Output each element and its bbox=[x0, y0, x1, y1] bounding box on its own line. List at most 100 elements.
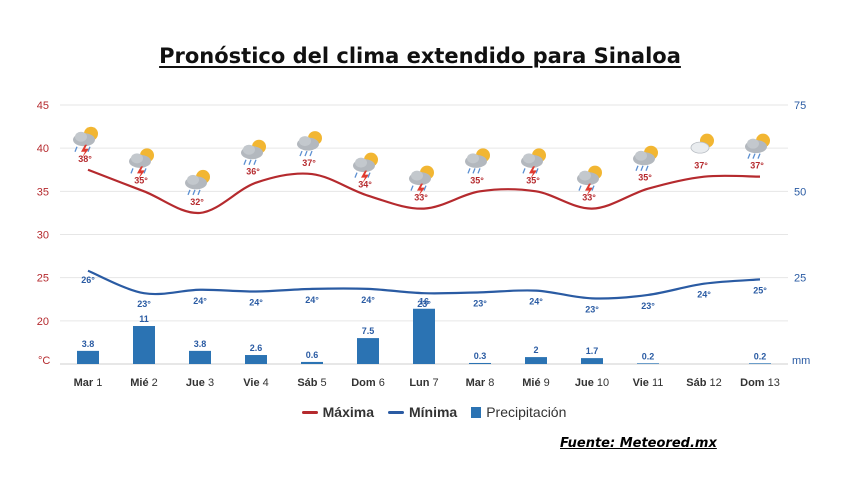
left-tick-label: 35 bbox=[37, 186, 49, 198]
x-tick-num: 12 bbox=[709, 377, 721, 389]
temperature-lines: 38° 35° 32° 36° 37° 34° 33° 35° 35° 33° 35° 37° 37° 2… bbox=[78, 154, 767, 315]
left-tick-label: 30 bbox=[37, 230, 49, 242]
x-tick-label: Dom 6 bbox=[351, 377, 385, 389]
max-temp-label: 36° bbox=[246, 167, 260, 177]
x-tick-label: Lun 7 bbox=[409, 377, 438, 389]
legend-item-min[interactable]: Mínima bbox=[387, 404, 457, 420]
rain-drop bbox=[578, 185, 582, 191]
precip-bar bbox=[637, 363, 659, 364]
rain-drop bbox=[640, 165, 644, 171]
min-temp-label: 23° bbox=[417, 299, 431, 309]
min-temp-label: 23° bbox=[137, 299, 151, 309]
x-tick-num: 11 bbox=[652, 377, 663, 389]
max-temp-label: 33° bbox=[582, 193, 596, 203]
left-tick-label: 25 bbox=[37, 273, 49, 285]
x-axis-labels: Mar 1 Mié 2 Jue 3 Vie 4 Sáb 5 Dom 6 Lun 7 Mar 8… bbox=[74, 377, 780, 389]
lightning-bolt bbox=[585, 183, 593, 197]
rain-drop bbox=[467, 168, 471, 174]
rain-drop bbox=[243, 159, 247, 165]
x-tick-day: Mar bbox=[74, 377, 97, 389]
x-tick-label: Mié 2 bbox=[130, 377, 158, 389]
lightning-bolt bbox=[361, 170, 369, 184]
cloud-top bbox=[75, 131, 87, 142]
x-tick-label: Vie 4 bbox=[243, 377, 269, 389]
rain-drop bbox=[74, 146, 78, 152]
storm-cloud-icon bbox=[409, 165, 434, 197]
legend-item-max[interactable]: Máxima bbox=[301, 404, 374, 420]
storm-cloud-icon bbox=[521, 148, 546, 180]
rain-drop bbox=[309, 150, 313, 157]
x-tick-num: 2 bbox=[152, 377, 158, 389]
rain-drop bbox=[423, 185, 427, 191]
x-tick-num: 8 bbox=[488, 377, 494, 389]
cloud-top bbox=[635, 150, 647, 161]
rain-drop bbox=[192, 189, 196, 196]
lightning-bolt bbox=[137, 166, 145, 180]
rain-drop bbox=[522, 168, 526, 174]
min-temp-line bbox=[87, 269, 761, 300]
rain-drop bbox=[477, 168, 481, 174]
cloud-shape bbox=[690, 141, 710, 154]
max-temp-label: 35° bbox=[470, 175, 484, 185]
x-tick-num: 4 bbox=[263, 377, 269, 389]
min-temp-label: 24° bbox=[305, 295, 319, 305]
rain-drop bbox=[535, 168, 539, 174]
rain-drop bbox=[472, 168, 476, 174]
precip-bar bbox=[133, 326, 155, 364]
precip-bar bbox=[189, 350, 211, 364]
rain-drop bbox=[410, 185, 414, 191]
legend-max-label: Máxima bbox=[322, 404, 374, 420]
max-temp-label: 38° bbox=[78, 154, 92, 164]
x-tick-label: Mar 1 bbox=[74, 377, 103, 389]
legend-item-precip[interactable]: Precipitación bbox=[471, 404, 566, 420]
min-temp-label: 24° bbox=[249, 297, 263, 307]
min-temp-label: 23° bbox=[473, 298, 487, 308]
rain-drop bbox=[304, 150, 308, 157]
max-temp-label: 35° bbox=[526, 175, 540, 185]
precip-label: 0.6 bbox=[306, 350, 319, 360]
min-temp-label: 24° bbox=[193, 296, 207, 306]
precip-label: 1.7 bbox=[586, 346, 599, 356]
rain-cloud-icon bbox=[297, 131, 322, 157]
x-tick-label: Sáb 5 bbox=[297, 377, 326, 389]
cloud-top bbox=[579, 170, 591, 181]
max-temp-label: 37° bbox=[302, 158, 316, 168]
precip-label: 0.3 bbox=[474, 351, 487, 361]
page-title: Pronóstico del clima extendido para Sina… bbox=[159, 44, 681, 68]
rain-drop bbox=[757, 153, 761, 159]
storm-cloud-icon bbox=[73, 126, 98, 158]
cloud-top bbox=[355, 157, 367, 168]
precip-bar bbox=[301, 361, 323, 364]
storm-cloud-icon bbox=[129, 148, 154, 180]
x-tick-label: Vie 11 bbox=[633, 377, 664, 389]
precip-label: 11 bbox=[139, 314, 149, 324]
max-temp-line bbox=[87, 168, 761, 215]
rain-drop bbox=[197, 189, 201, 196]
legend-max-swatch bbox=[301, 410, 318, 414]
precip-label: 2 bbox=[533, 345, 538, 355]
left-tick-label: 40 bbox=[37, 143, 49, 155]
x-tick-num: 1 bbox=[96, 377, 102, 389]
max-temp-label: 35° bbox=[134, 175, 148, 185]
legend-min-swatch bbox=[387, 410, 404, 414]
left-tick-label: 45 bbox=[37, 100, 49, 112]
rain-drop bbox=[752, 153, 756, 159]
x-tick-num: 5 bbox=[321, 377, 327, 389]
right-tick-label: 50 bbox=[794, 186, 806, 198]
x-tick-num: 9 bbox=[544, 377, 550, 389]
precipitation-bars: 3.8 11 3.8 2.6 0.6 7.5 16 0.3 2 1.7 0.2 0.2 bbox=[77, 297, 771, 364]
x-tick-label: Mié 9 bbox=[522, 377, 550, 389]
x-tick-day: Dom bbox=[740, 377, 768, 389]
left-axis-ticks: 20 25 30 35 40 45 bbox=[37, 100, 49, 328]
cloud-top bbox=[131, 153, 143, 164]
max-temp-label: 32° bbox=[190, 197, 204, 207]
rain-cloud-icon bbox=[745, 133, 770, 159]
storm-cloud-icon bbox=[577, 165, 602, 197]
x-tick-day: Vie bbox=[633, 377, 652, 389]
min-temp-label: 24° bbox=[361, 295, 375, 305]
cloud-top bbox=[411, 170, 423, 181]
precip-label: 3.8 bbox=[194, 339, 207, 349]
max-temp-label: 34° bbox=[358, 180, 372, 190]
x-tick-day: Sáb bbox=[297, 377, 320, 389]
